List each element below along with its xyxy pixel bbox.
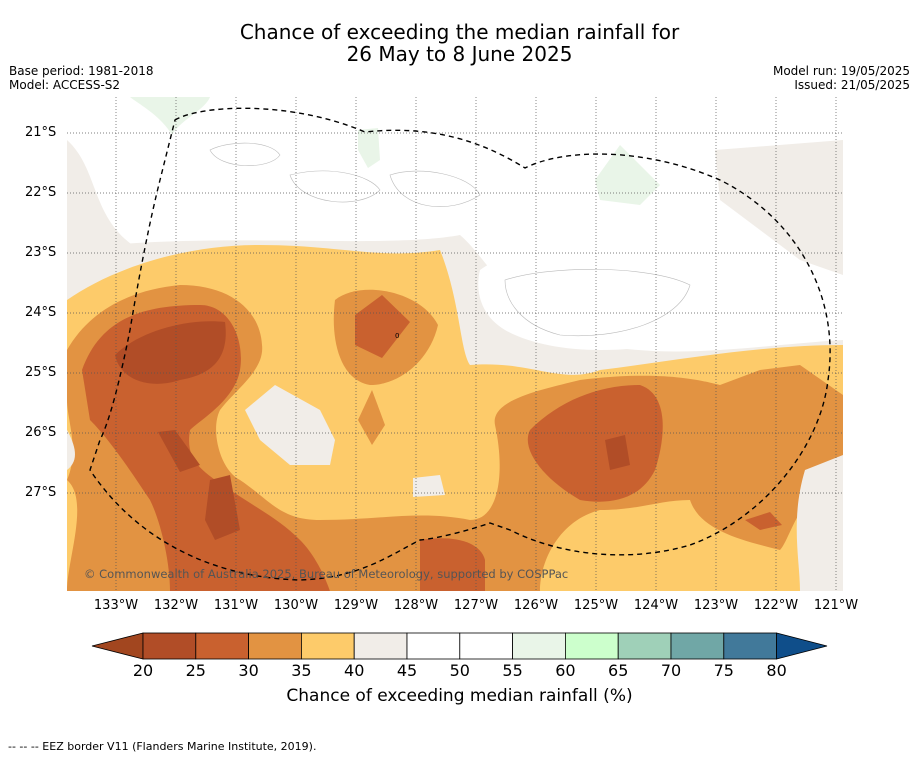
region-45-left xyxy=(67,140,140,260)
region-20-25-west xyxy=(115,321,226,384)
colorbar-tick-label: 75 xyxy=(713,661,734,680)
region-25-30-north xyxy=(355,295,410,358)
lon-label: 131°W xyxy=(213,598,259,613)
lon-label: 126°W xyxy=(513,598,559,613)
contour-label-0: 0 xyxy=(395,332,399,340)
region-45-50-east xyxy=(478,246,708,350)
issued-date: Issued: 21/05/2025 xyxy=(794,78,910,92)
contour-4 xyxy=(504,269,691,337)
lon-label: 132°W xyxy=(153,598,199,613)
model-run: Model run: 19/05/2025 xyxy=(772,64,910,78)
region-25-30-east xyxy=(527,385,663,502)
lon-label: 128°W xyxy=(393,598,439,613)
lon-label: 124°W xyxy=(633,598,679,613)
colorbar-tick-label: 55 xyxy=(502,661,523,680)
colorbar-tick-label: 45 xyxy=(396,661,418,680)
lon-label: 122°W xyxy=(753,598,799,613)
colorbar-tick-label: 25 xyxy=(185,661,206,680)
lat-label: 23°S xyxy=(25,245,57,260)
lon-label: 130°W xyxy=(273,598,319,613)
region-25-30-small xyxy=(745,512,782,530)
lat-label: 25°S xyxy=(25,365,57,380)
model-name: Model: ACCESS-S2 xyxy=(9,78,121,92)
colorbar-tick-label: 50 xyxy=(449,661,470,680)
colorbar-title: Chance of exceeding median rainfall (%) xyxy=(286,686,633,706)
contour-lines xyxy=(209,142,691,337)
lon-label: 129°W xyxy=(333,598,379,613)
lon-label: 133°W xyxy=(93,598,139,613)
lat-label: 27°S xyxy=(25,485,57,500)
lon-label: 125°W xyxy=(573,598,619,613)
region-20-25-south xyxy=(205,475,240,540)
map-title-line2: 26 May to 8 June 2025 xyxy=(346,42,573,66)
region-25-30-south xyxy=(420,538,485,591)
region-55-north xyxy=(130,97,210,135)
colorbar-tick-label: 60 xyxy=(555,661,576,680)
contour-2 xyxy=(289,170,381,203)
colorbar-tick-label: 40 xyxy=(344,661,365,680)
region-20-25-east xyxy=(605,435,630,470)
colorbar-tick-label: 80 xyxy=(766,661,787,680)
region-45-right xyxy=(715,140,843,275)
colorbar-tick-label: 65 xyxy=(608,661,629,680)
lat-label: 26°S xyxy=(25,425,57,440)
graticule xyxy=(67,97,843,591)
lon-label: 127°W xyxy=(453,598,499,613)
contour-3 xyxy=(389,170,481,207)
lon-label: 121°W xyxy=(813,598,859,613)
map-fill-layer xyxy=(67,97,843,591)
region-55-mid xyxy=(358,128,380,168)
lat-label: 24°S xyxy=(25,305,57,320)
region-45-se xyxy=(796,455,843,591)
lon-label: 123°W xyxy=(693,598,739,613)
map-title-line1: Chance of exceeding the median rainfall … xyxy=(239,20,680,44)
hole-45-small xyxy=(413,475,445,497)
region-20-25-small xyxy=(158,430,200,472)
eez-border xyxy=(89,107,831,581)
hole-left xyxy=(67,430,75,470)
colorbar-tick-label: 35 xyxy=(291,661,312,680)
lat-label: 21°S xyxy=(25,125,57,140)
lat-label: 22°S xyxy=(25,185,57,200)
eez-footnote: -- -- -- EEZ border V11 (Flanders Marine… xyxy=(8,740,317,753)
region-30-35-small xyxy=(358,390,385,445)
contour-1 xyxy=(209,142,281,166)
copyright-watermark: © Commonwealth of Australia 2025, Bureau… xyxy=(84,567,569,581)
region-55-east xyxy=(595,145,660,205)
colorbar-tick-label: 70 xyxy=(660,661,682,680)
base-period: Base period: 1981-2018 xyxy=(9,64,154,78)
colorbar-tick-label: 30 xyxy=(238,661,259,680)
colorbar-tick-label: 20 xyxy=(132,661,154,680)
hole-45-mid xyxy=(245,385,335,465)
